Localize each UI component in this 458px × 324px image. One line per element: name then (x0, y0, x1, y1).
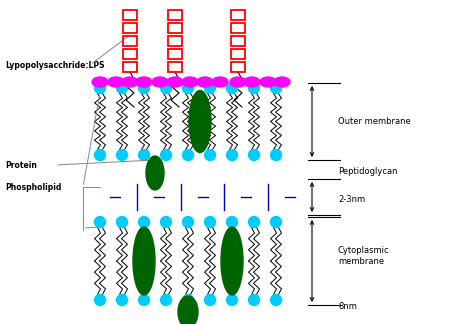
Circle shape (116, 295, 127, 306)
Circle shape (227, 83, 238, 94)
Ellipse shape (260, 77, 276, 87)
Circle shape (271, 295, 282, 306)
Circle shape (138, 295, 149, 306)
Ellipse shape (152, 77, 168, 87)
Bar (168, 62, 182, 72)
Circle shape (94, 83, 105, 94)
Ellipse shape (178, 296, 198, 324)
Bar (168, 23, 182, 33)
Circle shape (160, 216, 171, 227)
Bar (123, 36, 137, 46)
Ellipse shape (212, 77, 228, 87)
Circle shape (116, 149, 127, 160)
Bar (231, 36, 245, 46)
Ellipse shape (136, 77, 152, 87)
Bar (168, 36, 182, 46)
Text: 8nm: 8nm (338, 302, 357, 311)
Circle shape (205, 216, 216, 227)
Circle shape (271, 216, 282, 227)
Text: Lypopolysacchride:LPS: Lypopolysacchride:LPS (5, 61, 104, 70)
Bar (231, 49, 245, 59)
Circle shape (94, 149, 105, 160)
Circle shape (227, 295, 238, 306)
Circle shape (205, 149, 216, 160)
Text: Cytoplasmic
membrane: Cytoplasmic membrane (338, 246, 390, 266)
Ellipse shape (146, 156, 164, 190)
Ellipse shape (189, 90, 211, 153)
Circle shape (227, 149, 238, 160)
Circle shape (138, 149, 149, 160)
Circle shape (227, 216, 238, 227)
Circle shape (138, 83, 149, 94)
Circle shape (160, 149, 171, 160)
Circle shape (205, 83, 216, 94)
Circle shape (160, 295, 171, 306)
Bar (231, 62, 245, 72)
Text: Outer membrane: Outer membrane (338, 117, 411, 126)
Ellipse shape (274, 77, 290, 87)
Circle shape (249, 83, 260, 94)
Circle shape (182, 83, 193, 94)
Ellipse shape (133, 227, 155, 295)
Circle shape (160, 83, 171, 94)
Bar (168, 10, 182, 20)
Circle shape (94, 216, 105, 227)
Bar (123, 23, 137, 33)
Bar (123, 62, 137, 72)
Circle shape (271, 83, 282, 94)
Ellipse shape (244, 77, 260, 87)
Text: Protein: Protein (5, 160, 37, 169)
Bar (123, 49, 137, 59)
Text: Peptidoglycan: Peptidoglycan (338, 167, 398, 176)
Circle shape (94, 295, 105, 306)
Circle shape (138, 216, 149, 227)
Ellipse shape (182, 77, 198, 87)
Circle shape (249, 295, 260, 306)
Circle shape (271, 149, 282, 160)
Circle shape (182, 216, 193, 227)
Ellipse shape (167, 77, 183, 87)
Ellipse shape (108, 77, 124, 87)
Ellipse shape (92, 77, 108, 87)
Bar (231, 23, 245, 33)
Text: 2-3nm: 2-3nm (338, 194, 365, 203)
Circle shape (182, 149, 193, 160)
Bar (123, 10, 137, 20)
Circle shape (182, 295, 193, 306)
Ellipse shape (122, 77, 138, 87)
Circle shape (116, 83, 127, 94)
Text: Phospholipid: Phospholipid (5, 182, 61, 191)
Ellipse shape (197, 77, 213, 87)
Circle shape (205, 295, 216, 306)
Circle shape (116, 216, 127, 227)
Circle shape (249, 149, 260, 160)
Ellipse shape (221, 227, 243, 295)
Bar (231, 10, 245, 20)
Bar (168, 49, 182, 59)
Ellipse shape (230, 77, 246, 87)
Circle shape (249, 216, 260, 227)
